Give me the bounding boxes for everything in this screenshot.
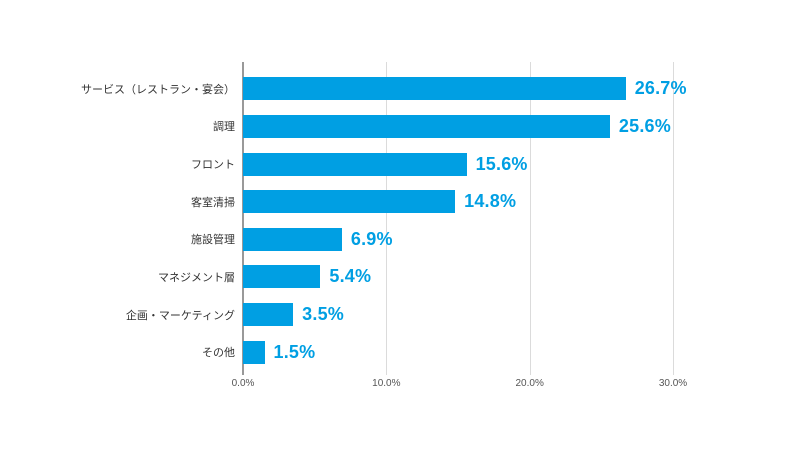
plot-area: 26.7% 25.6% 15.6% 14.8% 6.9% 5.4% 3.5% 1.5%	[242, 62, 687, 375]
bar-row: 6.9%	[243, 221, 673, 259]
bar-rows: 26.7% 25.6% 15.6% 14.8% 6.9% 5.4% 3.5% 1.5%	[243, 70, 687, 371]
bar	[243, 303, 294, 327]
y-axis-line	[242, 62, 244, 375]
bar-row: 25.6%	[243, 108, 673, 146]
category-row: その他	[0, 333, 235, 371]
category-label: 調理	[213, 121, 235, 134]
gridline	[673, 62, 674, 375]
bar-value-label: 5.4%	[329, 266, 372, 287]
bar-row: 14.8%	[243, 183, 673, 221]
bar-row: 15.6%	[243, 145, 673, 183]
x-tick-label: 0.0%	[231, 378, 255, 389]
x-tick-label: 20.0%	[515, 378, 544, 389]
category-row: 客室清掃	[0, 183, 235, 221]
category-label: フロント	[191, 159, 235, 172]
bar-value-label: 26.7%	[634, 78, 687, 99]
x-axis: 0.0% 10.0% 20.0% 30.0%	[232, 378, 688, 392]
category-label: サービス（レストラン・宴会）	[81, 83, 235, 96]
category-label: マネジメント層	[158, 271, 235, 284]
category-label: 企画・マーケティング	[125, 309, 235, 322]
bar-row: 5.4%	[243, 258, 673, 296]
bar	[243, 340, 265, 364]
bar-value-label: 15.6%	[475, 153, 528, 174]
gridline	[386, 62, 388, 375]
bar	[243, 265, 321, 289]
x-tick-label: 30.0%	[658, 378, 688, 389]
bar-row: 3.5%	[243, 296, 673, 334]
category-labels: サービス（レストラン・宴会） 調理フロント客室清掃施設管理マネジメント層企画・マー…	[0, 70, 235, 371]
bar	[243, 190, 456, 214]
category-row: 施設管理	[0, 221, 235, 259]
category-label: その他	[202, 347, 235, 360]
category-label: 客室清掃	[191, 196, 235, 209]
category-row: 企画・マーケティング	[0, 296, 235, 334]
bar-value-label: 1.5%	[273, 341, 316, 362]
bar-value-label: 6.9%	[350, 228, 393, 249]
category-row: マネジメント層	[0, 258, 235, 296]
bar	[243, 227, 342, 251]
bar-value-label: 3.5%	[302, 304, 344, 325]
gridline	[529, 62, 531, 375]
bar-value-label: 14.8%	[464, 191, 517, 212]
category-row: サービス（レストラン・宴会）	[0, 70, 235, 108]
bar-row: 26.7%	[243, 70, 687, 108]
category-row: フロント	[0, 145, 235, 183]
bar	[243, 77, 626, 101]
x-tick-label: 10.0%	[372, 378, 401, 389]
bar-value-label: 25.6%	[618, 115, 671, 136]
bar-row: 1.5%	[243, 333, 673, 371]
category-label: 施設管理	[191, 234, 235, 247]
bar	[243, 114, 610, 138]
bar	[243, 152, 467, 176]
category-row: 調理	[0, 108, 235, 146]
